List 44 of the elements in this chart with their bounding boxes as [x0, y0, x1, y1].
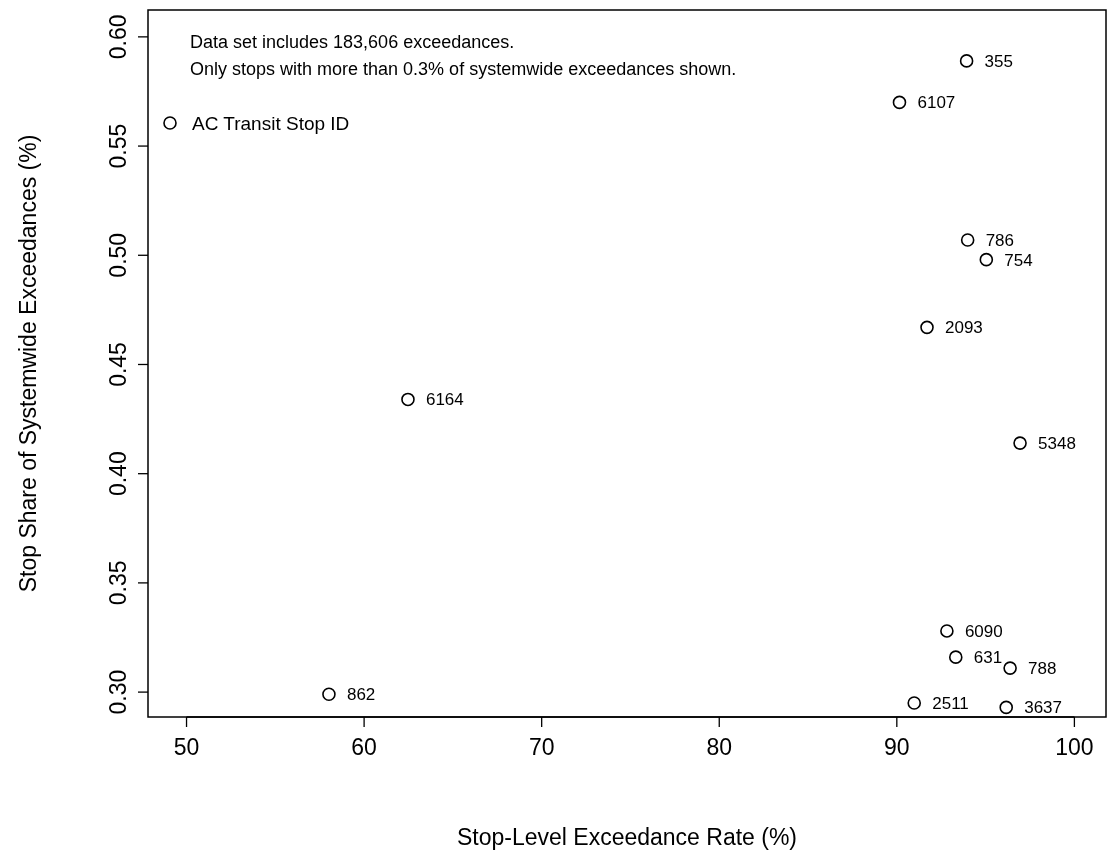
annotation: 786 — [985, 230, 1015, 250]
annotation: 6164 — [425, 390, 464, 410]
y-tick-label: 0.50 — [105, 232, 131, 278]
y-tick-label: 0.40 — [105, 451, 131, 497]
y-tick-label: 0.30 — [105, 669, 131, 715]
x-tick-label: 90 — [884, 734, 910, 760]
x-tick-label: 60 — [351, 734, 377, 760]
x-tick-label: 70 — [528, 734, 555, 760]
y-tick-label: 0.55 — [105, 123, 131, 169]
annotation: 862 — [346, 685, 376, 705]
annotation: Data set includes 183,606 exceedances. — [190, 32, 515, 52]
point — [920, 320, 934, 335]
y-tick-label: 0.60 — [105, 14, 131, 60]
annotation: Only stops with more than 0.3% of systemwide exceedances shown. — [190, 59, 737, 79]
point — [940, 624, 954, 638]
annotation: 6107 — [917, 93, 956, 113]
y-axis-title: Stop Share of Systemwide Exceedances (%) — [15, 134, 41, 593]
annotation: 355 — [984, 51, 1013, 71]
x-tick-label: 80 — [706, 734, 733, 760]
point — [948, 650, 963, 664]
point — [999, 700, 1014, 715]
point — [979, 252, 994, 267]
annotation: 2511 — [932, 694, 969, 714]
annotation: 754 — [1004, 250, 1033, 270]
y-tick-label: 0.45 — [105, 342, 131, 387]
x-tick-label: 100 — [1055, 734, 1094, 760]
point — [322, 687, 336, 702]
point — [959, 54, 974, 68]
annotation: 788 — [1028, 659, 1057, 679]
annotation: 631 — [973, 648, 1003, 668]
x-tick-label: 50 — [173, 734, 200, 760]
point — [907, 696, 922, 710]
point — [401, 392, 415, 407]
annotation: 5348 — [1038, 434, 1076, 454]
annotation: 2093 — [945, 318, 983, 338]
annotation: 3637 — [1024, 698, 1063, 718]
x-axis-title: Stop-Level Exceedance Rate (%) — [456, 824, 798, 850]
point — [960, 233, 975, 247]
point — [892, 95, 907, 110]
annotation: 6090 — [964, 621, 1003, 641]
point — [1013, 436, 1027, 450]
y-tick-label: 0.35 — [105, 560, 131, 606]
point — [1003, 661, 1017, 675]
legend-label: AC Transit Stop ID — [192, 113, 350, 134]
